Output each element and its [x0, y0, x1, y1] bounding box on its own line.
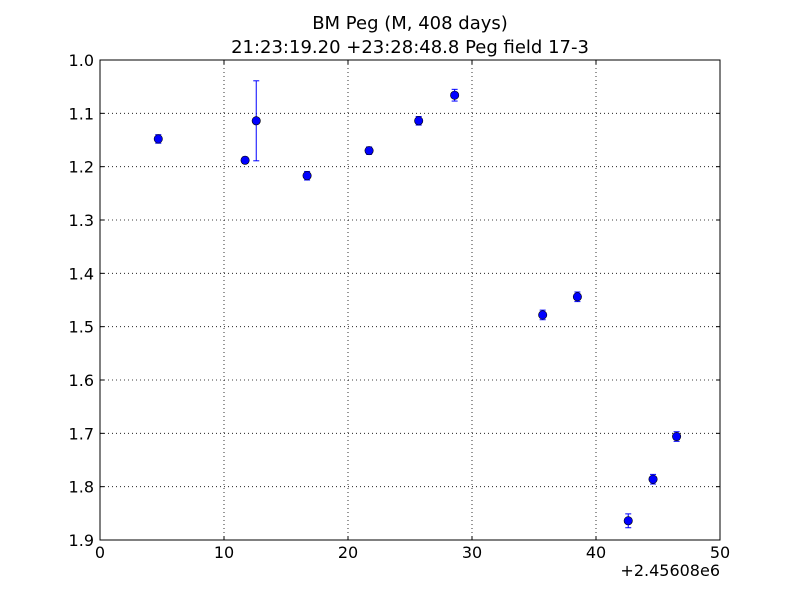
marker [302, 171, 312, 181]
data-point [251, 80, 261, 162]
y-tick-label: 1.0 [69, 51, 94, 70]
marker [572, 292, 582, 302]
y-tick-label: 1.9 [69, 531, 94, 550]
x-tick-label: 0 [95, 543, 105, 562]
x-tick-label: 10 [214, 543, 234, 562]
y-tick-label: 1.7 [69, 424, 94, 443]
marker [623, 516, 633, 526]
data-point [623, 513, 633, 529]
data-point [153, 134, 163, 144]
chart-title-line2: 21:23:19.20 +23:28:48.8 Peg field 17-3 [231, 37, 589, 58]
y-tick-label: 1.1 [69, 104, 94, 123]
y-tick-label: 1.5 [69, 318, 94, 337]
chart-title-line1: BM Peg (M, 408 days) [312, 13, 508, 34]
marker [450, 90, 460, 100]
data-points [153, 80, 682, 529]
tick-labels: 0 10 20 30 40 50 1.0 1.1 1.2 1.3 1.4 1.5 1.6 1.7 1.8 1.… [69, 51, 731, 562]
x-tick-label: 20 [338, 543, 358, 562]
data-point [572, 291, 582, 303]
plot-area [100, 60, 720, 540]
x-tick-label: 50 [710, 543, 730, 562]
plot-frame [99, 59, 721, 541]
x-offset-label: +2.45608e6 [620, 561, 720, 580]
marker [672, 432, 682, 442]
marker [251, 116, 261, 126]
x-tick-label: 30 [462, 543, 482, 562]
data-point [302, 170, 312, 181]
y-tick-label: 1.4 [69, 264, 94, 283]
y-tick-label: 1.2 [69, 158, 94, 177]
data-point [414, 116, 424, 126]
data-point [538, 309, 548, 321]
y-tick-label: 1.6 [69, 371, 94, 390]
marker [648, 474, 658, 484]
marker [414, 116, 424, 126]
data-point [364, 146, 374, 156]
marker [153, 134, 163, 144]
y-tick-label: 1.3 [69, 211, 94, 230]
y-tick-label: 1.8 [69, 478, 94, 497]
grid [100, 60, 720, 540]
data-point [240, 155, 250, 165]
marker [364, 146, 374, 156]
marker [538, 310, 548, 320]
data-point [450, 88, 460, 102]
marker [240, 155, 250, 165]
data-point [672, 431, 682, 442]
data-point [648, 473, 658, 485]
x-tick-label: 40 [586, 543, 606, 562]
